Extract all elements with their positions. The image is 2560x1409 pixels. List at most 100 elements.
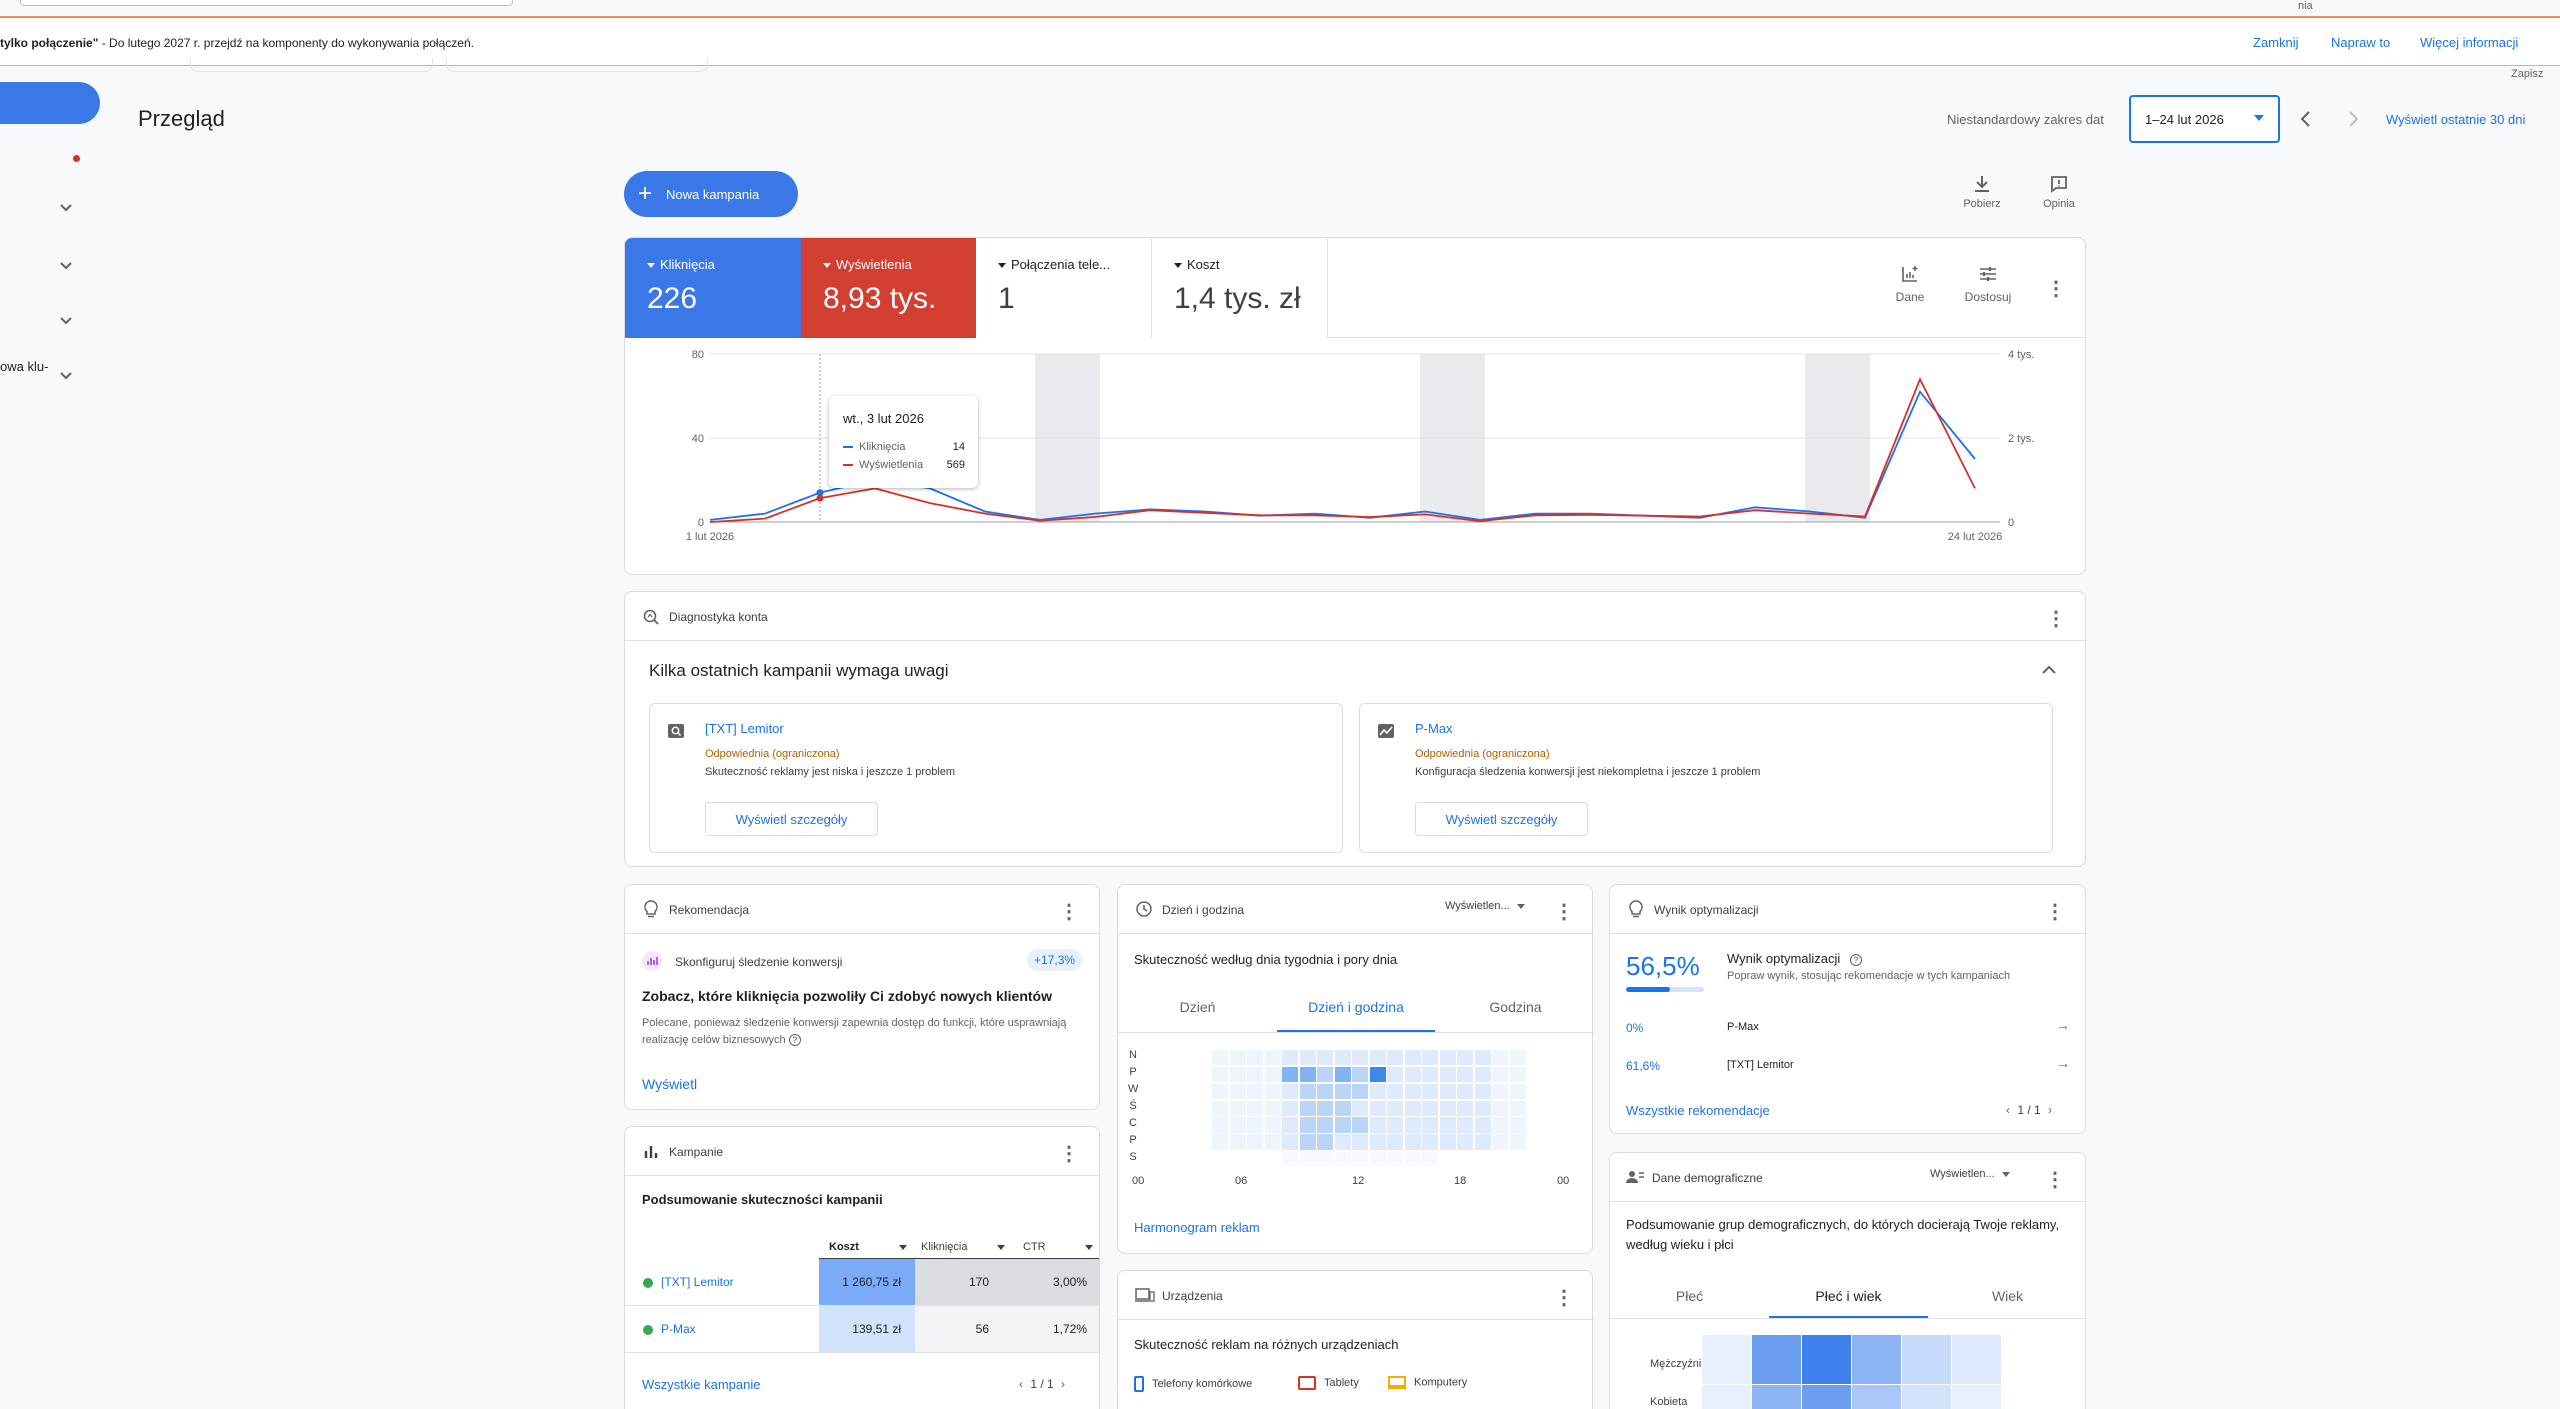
heatmap-cell xyxy=(1229,1083,1246,1100)
metric-dropdown[interactable]: Wyświetlen... xyxy=(1445,900,1525,912)
status-dot-icon xyxy=(643,1278,653,1288)
column-header-clicks[interactable]: Kliknięcia xyxy=(915,1241,1011,1253)
more-options-icon[interactable]: ⋮ xyxy=(1554,900,1574,923)
tab-gender-age[interactable]: Płeć i wiek xyxy=(1815,1288,1882,1304)
chevron-left-icon[interactable]: ‹ xyxy=(2006,1103,2010,1117)
chevron-left-icon[interactable]: ‹ xyxy=(1019,1377,1023,1391)
heatmap-cell xyxy=(1702,1385,1751,1409)
banner-more-button[interactable]: Więcej informacji xyxy=(2420,35,2519,50)
pager: ‹ 1 / 1 › xyxy=(2006,1103,2052,1117)
more-options-icon[interactable]: ⋮ xyxy=(1059,1142,1079,1165)
more-options-icon[interactable]: ⋮ xyxy=(1059,900,1079,923)
customize-button[interactable]: Dostosuj xyxy=(1955,264,2021,314)
previous-period-icon[interactable] xyxy=(2296,109,2316,129)
more-options-icon[interactable]: ⋮ xyxy=(2045,1168,2065,1191)
campaign-link[interactable]: [TXT] Lemitor xyxy=(705,721,784,736)
chevron-right-icon[interactable]: › xyxy=(1061,1377,1066,1391)
heatmap-cell xyxy=(1352,1050,1368,1066)
data-button[interactable]: Dane xyxy=(1887,264,1933,314)
heatmap-cell xyxy=(1317,1100,1333,1116)
tab-gender[interactable]: Płeć xyxy=(1675,1288,1704,1304)
pmax-campaign-icon xyxy=(1377,722,1395,740)
hidden-chip xyxy=(446,58,708,72)
caret-down-icon xyxy=(823,263,831,269)
heatmap-cell xyxy=(1229,1134,1246,1150)
ctr-cell: 1,72% xyxy=(1011,1306,1099,1352)
help-icon[interactable]: ? xyxy=(1849,953,1862,966)
issue-card: [TXT] Lemitor Odpowiednia (ograniczona) … xyxy=(649,703,1343,853)
column-label: Koszt xyxy=(829,1241,859,1253)
last-30-days-link[interactable]: Wyświetl ostatnie 30 dni xyxy=(2386,112,2526,127)
sidebar-active-item[interactable] xyxy=(0,82,100,124)
table-row[interactable]: [TXT] Lemitor 1 260,75 zł 170 3,00% xyxy=(625,1259,1099,1305)
active-tab-indicator xyxy=(1769,1316,1928,1318)
chevron-up-icon[interactable] xyxy=(2039,660,2059,680)
download-button[interactable]: Pobierz xyxy=(1950,172,2014,218)
heatmap-cell xyxy=(1457,1066,1473,1083)
save-label[interactable]: Zapisz xyxy=(2511,68,2544,80)
day-label: Ś xyxy=(1129,1100,1137,1112)
banner-close-button[interactable]: Zamknij xyxy=(2253,35,2299,50)
metric-cost[interactable]: Koszt 1,4 tys. zł xyxy=(1152,238,1328,338)
devices-card: Urządzenia ⋮ Skuteczność reklam na różny… xyxy=(1117,1270,1594,1409)
cell-value: 56 xyxy=(975,1322,989,1336)
chevron-down-icon[interactable] xyxy=(58,258,74,274)
y-left-tick: 40 xyxy=(692,433,704,445)
heatmap-cell xyxy=(1282,1083,1298,1100)
campaign-link[interactable]: P-Max xyxy=(661,1322,696,1336)
campaign-link[interactable]: P-Max xyxy=(1415,721,1453,736)
new-campaign-button[interactable]: + Nowa kampania xyxy=(624,171,798,217)
data-label: Dane xyxy=(1895,290,1925,304)
column-header-cost[interactable]: Koszt xyxy=(819,1241,915,1253)
card-header-label: Dane demograficzne xyxy=(1652,1171,1763,1185)
tab-day-hour[interactable]: Dzień i godzina xyxy=(1308,999,1404,1015)
column-header-ctr[interactable]: CTR xyxy=(1011,1241,1099,1253)
all-campaigns-link[interactable]: Wszystkie kampanie xyxy=(642,1377,761,1392)
view-details-button[interactable]: Wyświetl szczegóły xyxy=(1415,802,1588,836)
view-recommendation-link[interactable]: Wyświetl xyxy=(642,1076,698,1092)
chevron-down-icon[interactable] xyxy=(58,368,74,384)
top-search-fragment[interactable] xyxy=(20,0,513,6)
heatmap-cell xyxy=(1352,1066,1368,1083)
hover-point xyxy=(816,494,824,502)
y-left-tick: 80 xyxy=(692,349,704,361)
heatmap-cell xyxy=(1422,1100,1438,1116)
heatmap-cell xyxy=(1404,1066,1421,1083)
metric-impressions[interactable]: Wyświetlenia 8,93 tys. xyxy=(801,238,976,338)
more-options-icon[interactable]: ⋮ xyxy=(2045,900,2065,923)
arrow-forward-icon[interactable]: → xyxy=(2056,1055,2070,1071)
sidebar-item-label[interactable]: owa klu- xyxy=(0,359,49,374)
metric-label: Wyświetlenia xyxy=(836,257,912,272)
banner-fix-button[interactable]: Napraw to xyxy=(2331,35,2391,50)
view-details-button[interactable]: Wyświetl szczegóły xyxy=(705,802,878,836)
feedback-button[interactable]: Opinia xyxy=(2028,172,2090,218)
metric-calls[interactable]: Połączenia tele... 1 xyxy=(976,238,1152,338)
more-options-icon[interactable]: ⋮ xyxy=(2046,607,2066,630)
date-range-select[interactable]: 1–24 lut 2026 xyxy=(2129,95,2280,143)
more-options-icon[interactable]: ⋮ xyxy=(2046,277,2066,300)
ad-schedule-link[interactable]: Harmonogram reklam xyxy=(1134,1220,1260,1235)
heatmap-cell xyxy=(1852,1335,1901,1384)
arrow-forward-icon[interactable]: → xyxy=(2056,1017,2070,1033)
legend-label: Telefony komórkowe xyxy=(1152,1377,1253,1390)
demographic-row-label: Kobieta xyxy=(1650,1396,1688,1408)
all-recommendations-link[interactable]: Wszystkie rekomendacje xyxy=(1626,1103,1770,1118)
heatmap-cell xyxy=(1229,1066,1246,1083)
campaign-link[interactable]: [TXT] Lemitor xyxy=(661,1275,734,1289)
chevron-down-icon[interactable] xyxy=(58,313,74,329)
next-period-icon[interactable] xyxy=(2343,109,2363,129)
help-icon[interactable]: ? xyxy=(788,1034,801,1047)
chevron-right-icon[interactable]: › xyxy=(2048,1103,2053,1117)
more-options-icon[interactable]: ⋮ xyxy=(1554,1286,1574,1309)
tab-age[interactable]: Wiek xyxy=(1991,1288,2024,1304)
score-title: Wynik optymalizacji ? xyxy=(1727,951,1862,966)
tab-day[interactable]: Dzień xyxy=(1179,999,1216,1015)
chevron-down-icon[interactable] xyxy=(58,200,74,216)
metric-value: 8,93 tys. xyxy=(823,282,937,315)
metric-clicks[interactable]: Kliknięcia 226 xyxy=(625,238,801,338)
tab-hour[interactable]: Godzina xyxy=(1489,999,1542,1015)
table-row[interactable]: P-Max 139,51 zł 56 1,72% xyxy=(625,1306,1099,1352)
heatmap-cell xyxy=(1902,1335,1951,1384)
heatmap-cell xyxy=(1387,1083,1403,1100)
metric-dropdown[interactable]: Wyświetlen... xyxy=(1930,1168,2010,1180)
